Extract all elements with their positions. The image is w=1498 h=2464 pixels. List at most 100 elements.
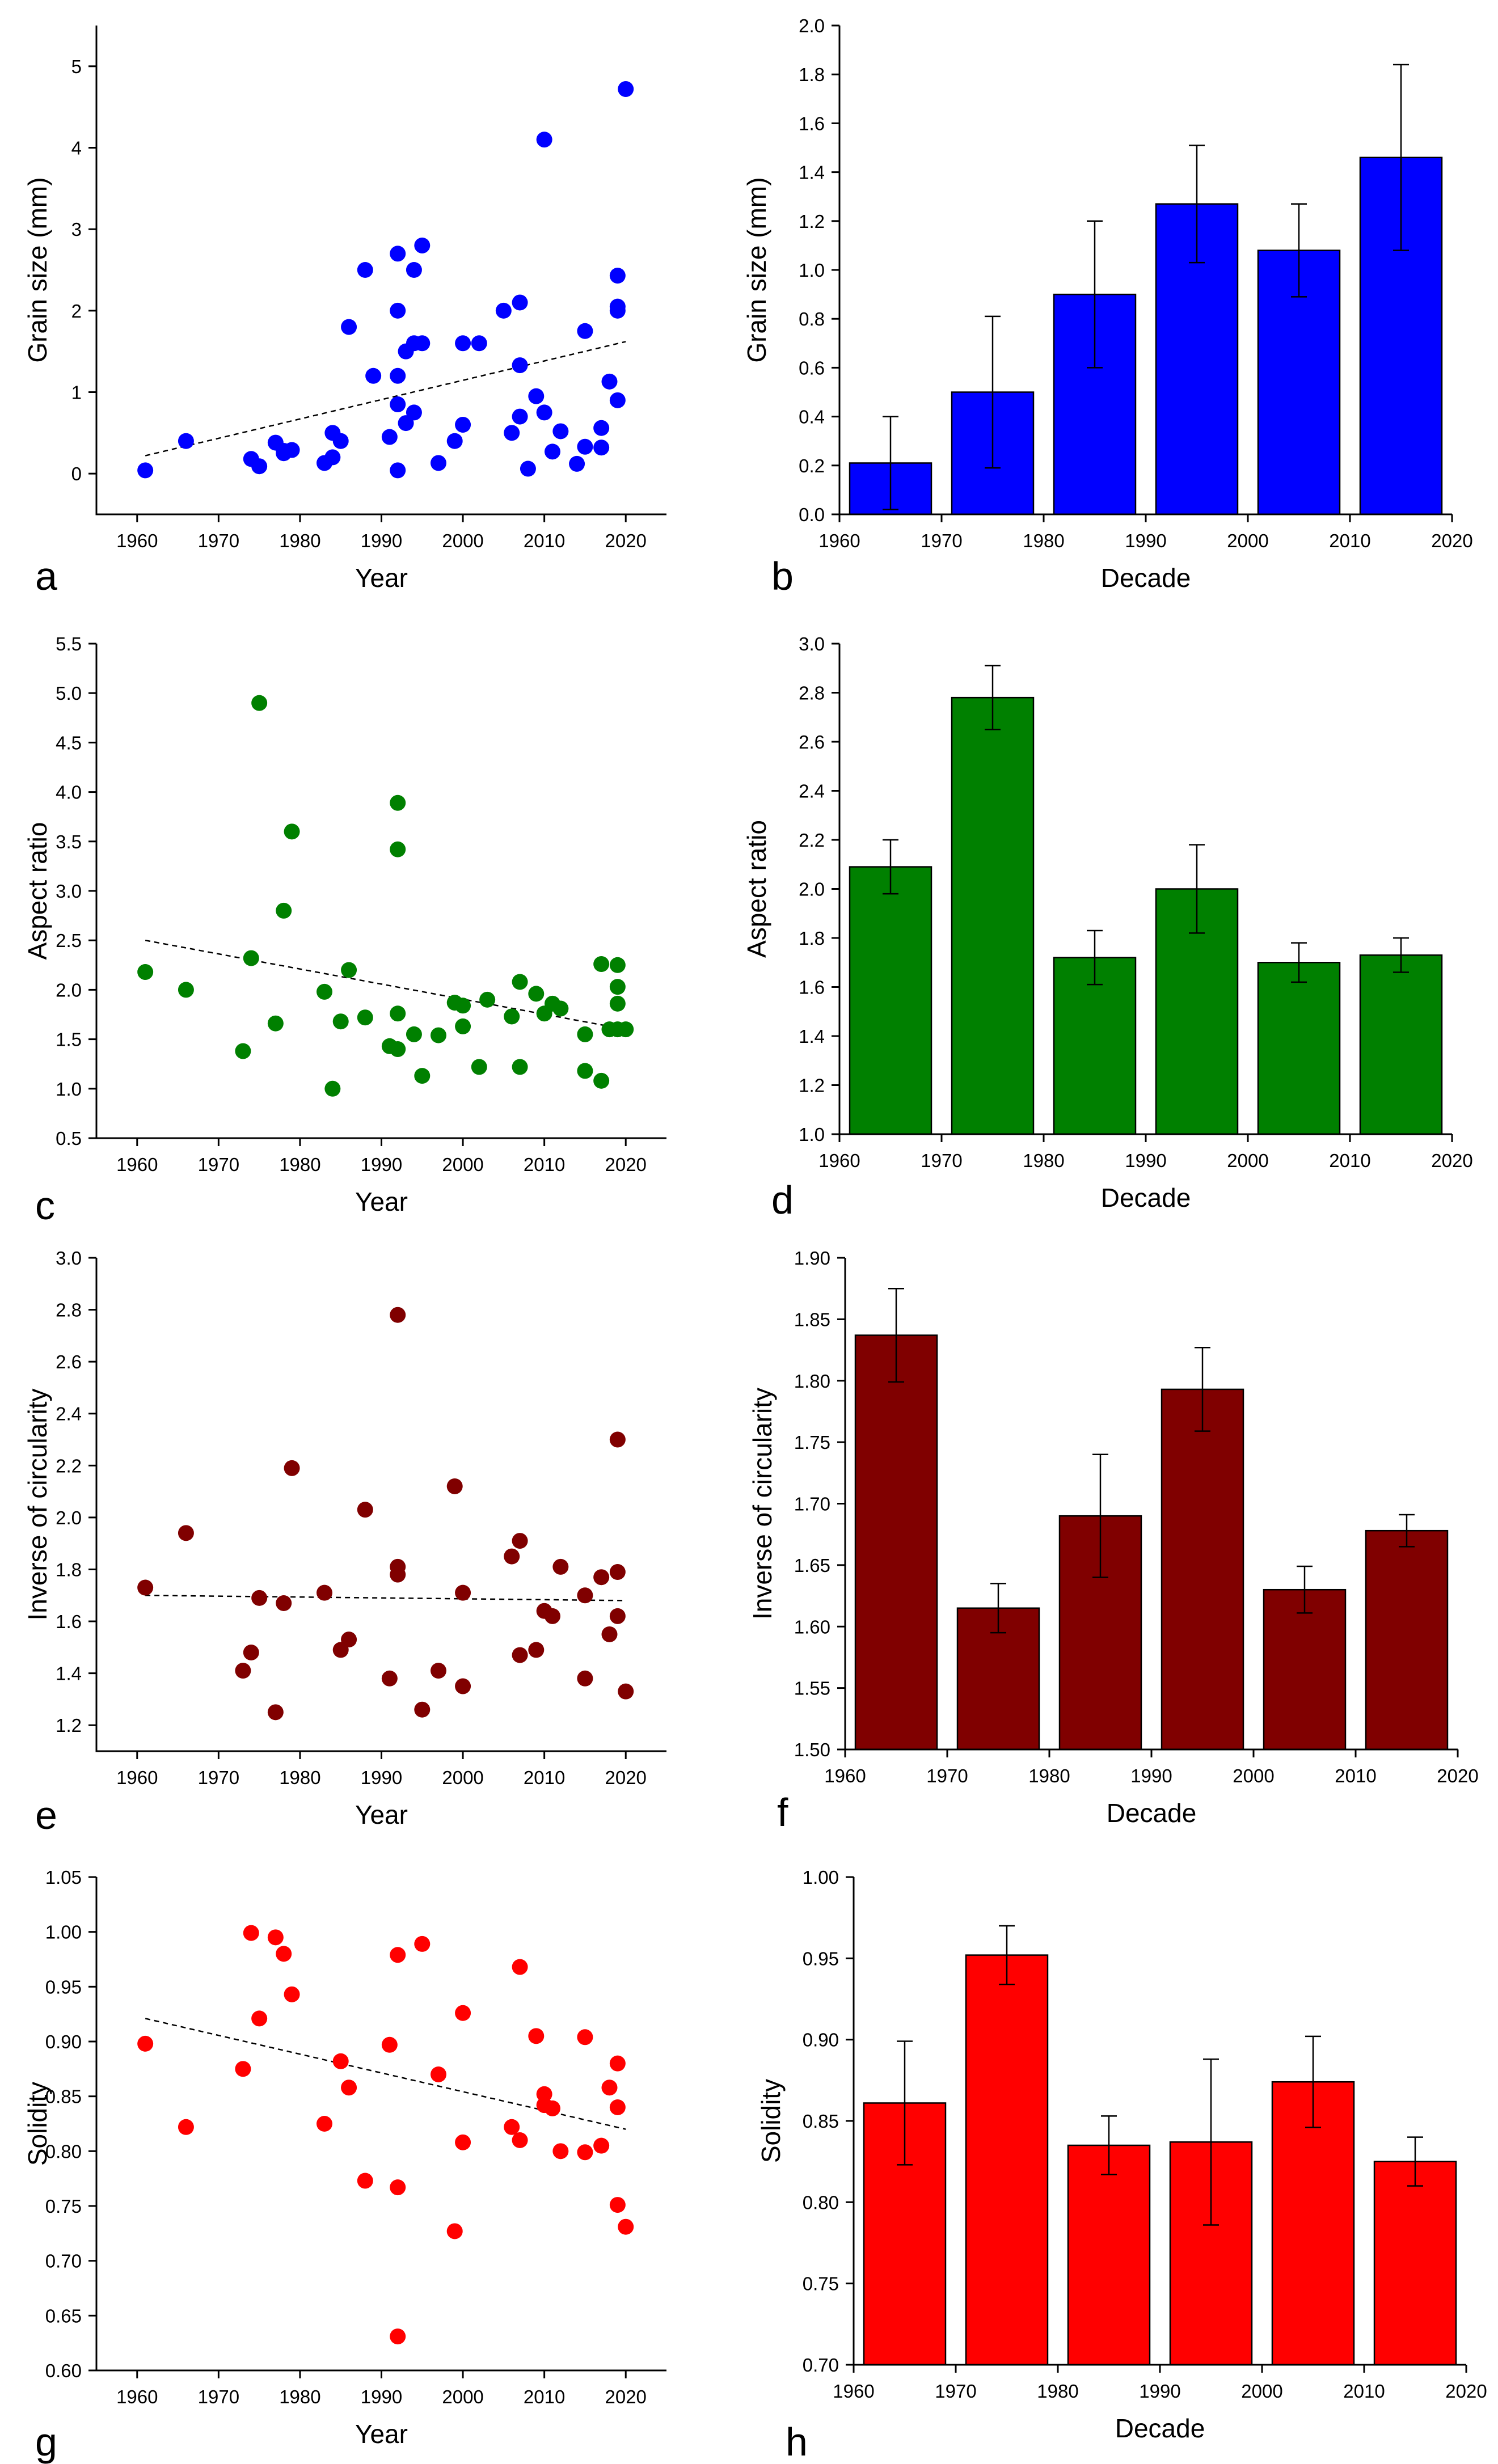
panel-d: 1960 1970 1980 1990 2000 2010 2020 1.0 1.2 1.4 1.6… (742, 633, 1473, 1222)
xtick-label-h-1970: 1970 (935, 2381, 976, 2402)
point-c-35 (593, 956, 610, 973)
bar-d-1965 (849, 866, 932, 1135)
bar-h-2005 (1271, 2081, 1355, 2366)
error-bar-b-1975 (985, 315, 1001, 469)
xtick-label-f-2020: 2020 (1437, 1765, 1478, 1786)
y-axis-label-a: Grain size (mm) (23, 177, 52, 362)
point-a-53 (609, 392, 626, 408)
xtick-label-h-2020: 2020 (1445, 2381, 1487, 2402)
point-c-19 (414, 1068, 431, 1084)
point-g-20 (455, 2134, 471, 2150)
point-a-25 (406, 404, 422, 421)
ytick-label-b-1: 0.2 (799, 455, 825, 476)
xtick-label-e-2020: 2020 (605, 1767, 647, 1788)
panel-letter-f: f (777, 1790, 788, 1835)
error-bar-b-1985 (1087, 220, 1103, 369)
point-e-11 (357, 1502, 373, 1518)
point-c-24 (471, 1059, 487, 1075)
ytick-label-b-10: 2.0 (799, 15, 825, 36)
point-c-16 (390, 1005, 406, 1022)
point-e-24 (528, 1642, 545, 1658)
point-a-49 (601, 373, 618, 390)
point-e-5 (267, 1704, 284, 1721)
point-a-47 (593, 420, 610, 436)
ytick-label-g-8: 1.00 (45, 1922, 82, 1943)
xtick-label-b-1960: 1960 (818, 530, 860, 551)
point-a-36 (512, 357, 528, 374)
ytick-label-e-9: 3.0 (56, 1248, 82, 1269)
error-bar-h-2005 (1305, 2035, 1321, 2128)
xtick-label-h-2000: 2000 (1241, 2381, 1282, 2402)
xtick-label-c-2000: 2000 (442, 1154, 483, 1175)
error-bar-b-1995 (1189, 144, 1205, 264)
point-a-37 (512, 408, 528, 425)
y-axis-label-h: Solidity (756, 2079, 786, 2163)
panel-letter-b: b (771, 554, 794, 598)
xtick-label-g-1960: 1960 (116, 2386, 158, 2407)
ytick-label-f-4: 1.70 (794, 1494, 830, 1515)
y-axis-label-e: Inverse of circularity (23, 1388, 52, 1620)
y-axis-label-c: Aspect ratio (23, 822, 52, 960)
point-a-52 (609, 302, 626, 319)
point-g-25 (536, 2086, 552, 2102)
point-e-20 (455, 1678, 471, 1694)
point-a-7 (284, 442, 300, 458)
y-axis-label-d: Aspect ratio (742, 820, 771, 958)
point-a-14 (365, 367, 382, 384)
x-axis-label-c: Year (355, 1187, 408, 1216)
error-bar-d-1965 (883, 839, 898, 895)
point-c-38 (609, 957, 626, 973)
ytick-label-e-6: 2.4 (56, 1404, 82, 1425)
ytick-label-h-6: 1.00 (803, 1867, 839, 1888)
point-g-32 (601, 2080, 618, 2096)
panel-letter-a: a (35, 554, 57, 598)
point-e-34 (609, 1608, 626, 1624)
xtick-label-h-2010: 2010 (1343, 2381, 1385, 2402)
xtick-label-b-2010: 2010 (1329, 530, 1370, 551)
point-c-8 (317, 983, 332, 1000)
xtick-label-a-1960: 1960 (116, 530, 158, 551)
ytick-label-c-7: 4.0 (56, 782, 82, 803)
ytick-label-f-6: 1.80 (794, 1371, 830, 1392)
ytick-label-g-5: 0.85 (45, 2086, 82, 2107)
x-axis-label-g: Year (355, 2419, 408, 2449)
xtick-label-c-1960: 1960 (116, 1154, 158, 1175)
point-e-17 (431, 1663, 446, 1679)
point-e-18 (446, 1478, 463, 1494)
point-c-9 (324, 1080, 341, 1097)
point-e-3 (243, 1645, 259, 1660)
error-bar-f-2015 (1399, 1514, 1415, 1548)
panel-letter-e: e (35, 1793, 57, 1837)
xtick-label-c-2020: 2020 (605, 1154, 647, 1175)
point-a-38 (520, 460, 536, 477)
point-c-6 (276, 902, 292, 919)
ytick-label-f-0: 1.50 (794, 1739, 830, 1760)
ytick-label-b-5: 1.0 (799, 260, 825, 281)
bar-h-1975 (965, 1954, 1049, 2366)
bar-f-1985 (1058, 1515, 1142, 1751)
point-c-5 (267, 1015, 284, 1032)
error-bar-f-1985 (1092, 1453, 1108, 1578)
point-g-19 (455, 2005, 471, 2021)
panel-b: 1960 1970 1980 1990 2000 2010 2020 0.0 0.2 0.4 0.6… (742, 15, 1473, 598)
ytick-label-g-0: 0.60 (45, 2360, 82, 2381)
point-e-4 (251, 1590, 268, 1606)
axes-c (95, 644, 666, 1139)
xtick-label-d-1990: 1990 (1125, 1150, 1166, 1171)
ytick-label-b-3: 0.6 (799, 357, 825, 378)
point-c-0 (137, 964, 154, 980)
point-a-28 (431, 455, 446, 471)
ytick-label-f-7: 1.85 (794, 1309, 830, 1330)
error-bar-d-2015 (1393, 937, 1409, 973)
ytick-label-a-3: 3 (71, 219, 82, 240)
point-g-34 (609, 2099, 626, 2115)
point-e-30 (593, 1569, 610, 1586)
ytick-label-g-9: 1.05 (45, 1867, 82, 1888)
xtick-label-c-1980: 1980 (279, 1154, 320, 1175)
ytick-label-h-3: 0.85 (803, 2111, 839, 2132)
point-g-8 (317, 2116, 332, 2132)
point-a-32 (471, 335, 487, 352)
point-c-7 (284, 823, 300, 840)
ytick-label-g-7: 0.95 (45, 1976, 82, 1997)
point-e-15 (390, 1566, 406, 1583)
